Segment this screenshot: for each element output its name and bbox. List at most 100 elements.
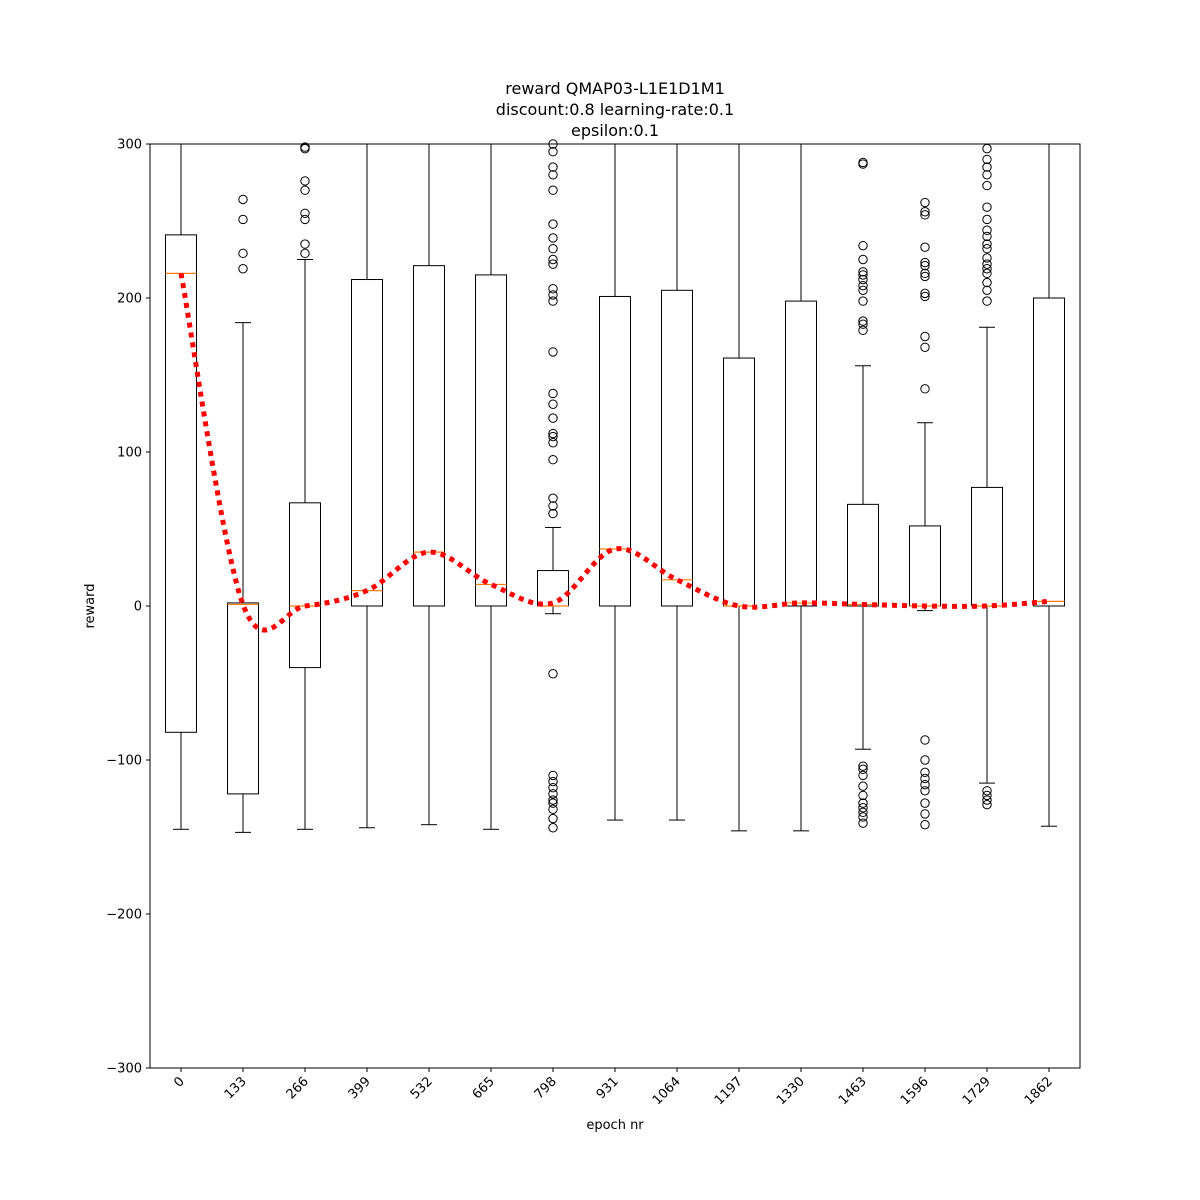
outlier-point <box>982 170 992 180</box>
x-tick-label: 798 <box>532 1074 560 1102</box>
outlier-point <box>920 257 930 268</box>
outlier-point <box>548 219 558 229</box>
box <box>599 295 631 607</box>
outlier-point <box>548 438 558 448</box>
outlier-point <box>548 431 558 442</box>
outlier-point <box>548 147 558 157</box>
outlier-point <box>920 779 930 790</box>
x-tick-label: 931 <box>594 1074 622 1102</box>
outlier-point <box>920 819 930 830</box>
y-tick-label: −200 <box>106 908 142 923</box>
outlier-point <box>858 325 868 336</box>
outlier-point <box>548 170 558 180</box>
box <box>1033 297 1065 607</box>
box-group <box>1033 144 1065 827</box>
outlier-point <box>858 296 868 306</box>
box-group <box>599 144 631 821</box>
outlier-point <box>982 162 992 172</box>
outlier-point <box>548 795 558 805</box>
box-group <box>165 144 197 830</box>
outlier-point <box>548 813 558 824</box>
x-tick-label: 1463 <box>836 1074 870 1108</box>
outlier-point <box>982 268 992 279</box>
outlier-point <box>920 271 930 282</box>
outlier-point <box>548 296 558 306</box>
outlier-point <box>982 259 992 269</box>
outlier-point <box>920 755 930 765</box>
outlier-point <box>300 142 310 152</box>
outlier-point <box>300 214 310 225</box>
outlier-point <box>982 795 992 805</box>
x-tick-label: 1729 <box>960 1074 994 1108</box>
outlier-point <box>982 799 992 810</box>
outlier-point <box>982 231 992 242</box>
box <box>909 525 941 607</box>
chart-title-line-2: discount:0.8 learning-rate:0.1 <box>496 100 734 119</box>
box-group <box>413 144 445 826</box>
outlier-point <box>982 296 992 306</box>
outlier-point <box>982 285 992 295</box>
outlier-point <box>920 291 930 302</box>
outlier-point <box>548 254 558 265</box>
outlier-point <box>858 818 868 828</box>
box-group <box>971 143 1003 810</box>
outlier-point <box>300 185 310 195</box>
box <box>227 602 259 795</box>
outlier-point <box>920 268 930 279</box>
outlier-point <box>982 143 992 154</box>
outlier-point <box>920 197 930 208</box>
plot-area <box>165 139 1065 833</box>
outlier-point <box>300 176 310 186</box>
y-tick-label: −100 <box>106 754 142 769</box>
outlier-point <box>858 267 868 277</box>
outlier-point <box>920 242 930 252</box>
outlier-point <box>858 280 868 291</box>
outlier-point <box>548 823 558 833</box>
y-tick-label: 300 <box>117 138 142 153</box>
outlier-point <box>920 786 930 796</box>
outlier-point <box>548 244 558 254</box>
x-tick-label: 1064 <box>650 1074 684 1108</box>
box <box>537 570 569 607</box>
outlier-point <box>858 274 868 285</box>
outlier-point <box>858 316 868 326</box>
outlier-point <box>858 270 868 280</box>
y-tick-label: 0 <box>134 600 142 615</box>
box-group <box>723 144 755 832</box>
box-group <box>351 144 383 829</box>
box-group <box>475 144 507 830</box>
box <box>165 234 197 733</box>
box <box>289 502 321 669</box>
outlier-point <box>858 781 868 791</box>
y-axis-label: reward <box>83 583 98 628</box>
x-tick-label: 266 <box>284 1074 312 1102</box>
outlier-point <box>858 240 868 251</box>
outlier-point <box>982 790 992 801</box>
box-group <box>227 194 259 833</box>
box-group <box>661 144 693 821</box>
x-tick-label: 1596 <box>898 1074 932 1108</box>
outlier-point <box>982 214 992 225</box>
outlier-point <box>982 253 992 263</box>
x-tick-label: 665 <box>470 1074 498 1102</box>
outlier-point <box>548 493 558 503</box>
outlier-point <box>920 260 930 271</box>
outlier-point <box>548 259 558 269</box>
outlier-point <box>920 210 930 220</box>
chart-title-line-3: epsilon:0.1 <box>571 121 659 140</box>
outlier-point <box>548 789 558 799</box>
outlier-point <box>858 157 868 168</box>
x-tick-label: 399 <box>346 1074 374 1102</box>
box <box>413 265 445 607</box>
outlier-point <box>982 202 992 212</box>
outlier-point <box>548 770 558 781</box>
mean-line-layer <box>178 272 1050 633</box>
outlier-point <box>238 214 248 225</box>
outlier-point <box>982 225 992 235</box>
outlier-point <box>858 254 868 265</box>
box <box>847 503 879 607</box>
outlier-point <box>548 162 558 172</box>
box <box>723 357 755 607</box>
outlier-point <box>548 284 558 294</box>
chart-title-line-1: reward QMAP03-L1E1D1M1 <box>505 79 725 98</box>
